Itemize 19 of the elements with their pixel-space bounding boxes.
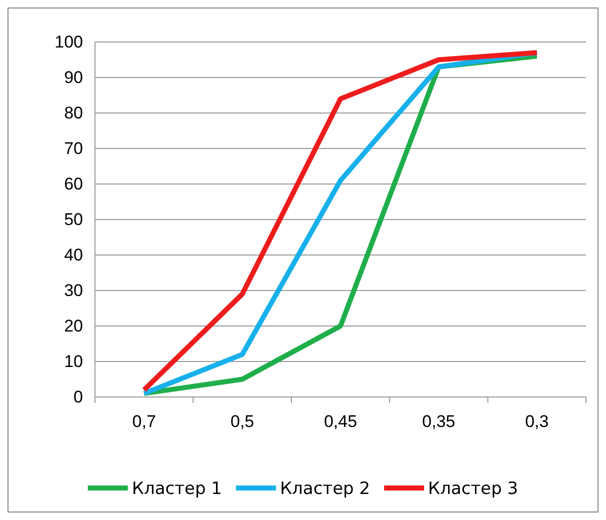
x-tick-label: 0,5 (230, 412, 254, 432)
x-tick-label: 0,3 (525, 412, 549, 432)
y-tick-label: 30 (64, 280, 83, 300)
legend-label: Кластер 1 (132, 479, 222, 499)
y-tick-label: 70 (64, 138, 83, 158)
y-tick-label: 100 (54, 32, 83, 52)
legend-label: Кластер 2 (280, 479, 370, 499)
x-tick-label: 0,35 (422, 412, 456, 432)
y-tick-label: 10 (64, 352, 83, 371)
x-tick-label: 0,7 (132, 412, 156, 432)
x-tick-label: 0,45 (324, 412, 358, 432)
legend-label: Кластер 3 (428, 479, 518, 499)
y-tick-label: 20 (64, 316, 83, 336)
y-tick-label: 80 (64, 103, 83, 122)
y-tick-label: 40 (64, 245, 83, 264)
y-tick-label: 50 (64, 210, 83, 229)
y-tick-label: 90 (64, 68, 83, 87)
y-tick-label: 60 (64, 174, 83, 194)
y-tick-label: 0 (74, 387, 83, 406)
